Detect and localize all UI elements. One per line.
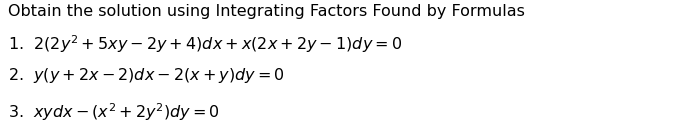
- Text: Obtain the solution using Integrating Factors Found by Formulas: Obtain the solution using Integrating Fa…: [8, 4, 525, 19]
- Text: 3.  $xydx - (x^2 + 2y^2)dy = 0$: 3. $xydx - (x^2 + 2y^2)dy = 0$: [8, 102, 220, 123]
- Text: 1.  $2(2y^2 + 5xy - 2y + 4)dx + x(2x + 2y - 1)dy = 0$: 1. $2(2y^2 + 5xy - 2y + 4)dx + x(2x + 2y…: [8, 33, 402, 55]
- Text: 2.  $y(y + 2x - 2)dx - 2(x + y)dy = 0$: 2. $y(y + 2x - 2)dx - 2(x + y)dy = 0$: [8, 66, 285, 85]
